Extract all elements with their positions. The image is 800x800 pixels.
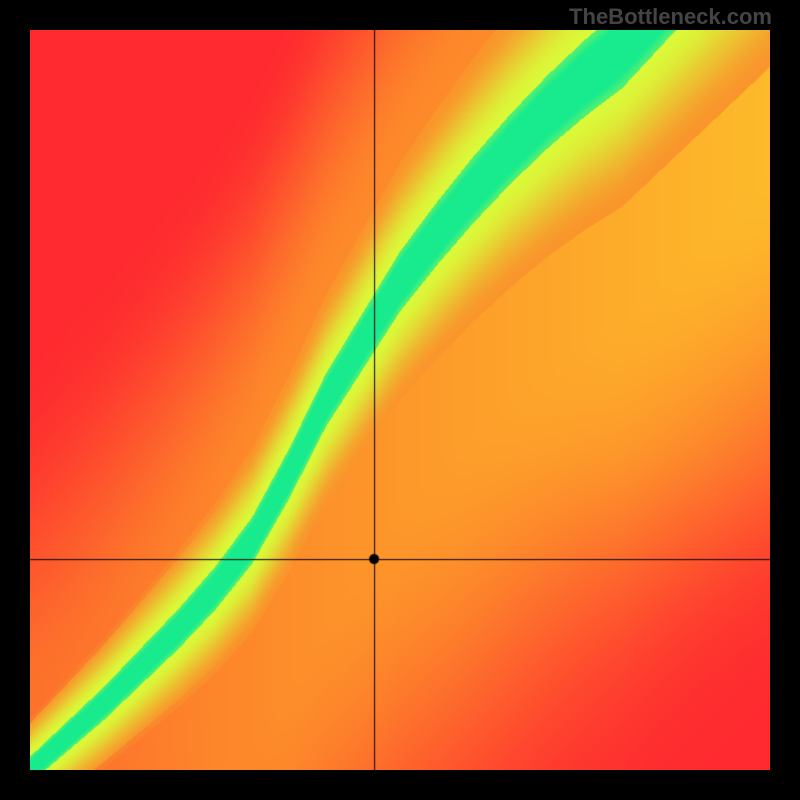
chart-container: TheBottleneck.com [0, 0, 800, 800]
attribution-label: TheBottleneck.com [569, 4, 772, 30]
bottleneck-heatmap [30, 30, 770, 770]
